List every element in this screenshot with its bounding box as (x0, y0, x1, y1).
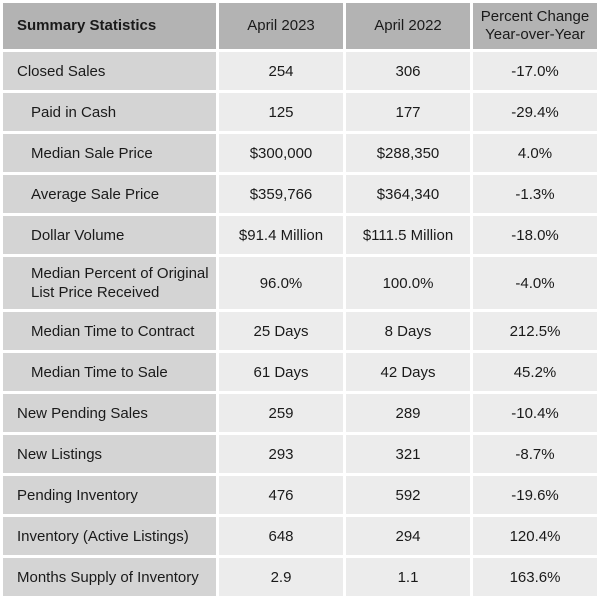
previous-value: $364,340 (346, 175, 470, 213)
row-label: Median Percent of Original List Price Re… (3, 257, 216, 309)
row-label: Average Sale Price (3, 175, 216, 213)
percent-change: -29.4% (473, 93, 597, 131)
table-row: Median Percent of Original List Price Re… (3, 257, 597, 309)
current-value: 293 (219, 435, 343, 473)
table-title: Summary Statistics (3, 3, 216, 49)
current-value: 2.9 (219, 558, 343, 596)
row-label-line1: Median Percent of Original (31, 265, 209, 282)
current-value: 476 (219, 476, 343, 514)
percent-change: 120.4% (473, 517, 597, 555)
current-value: 25 Days (219, 312, 343, 350)
previous-value: $288,350 (346, 134, 470, 172)
percent-change: -18.0% (473, 216, 597, 254)
previous-value: 100.0% (346, 257, 470, 309)
table-row: Months Supply of Inventory 2.9 1.1 163.6… (3, 558, 597, 596)
current-value: $91.4 Million (219, 216, 343, 254)
column-header-change: Percent Change Year-over-Year (473, 3, 597, 49)
current-value: 254 (219, 52, 343, 90)
previous-value: 592 (346, 476, 470, 514)
percent-change: -10.4% (473, 394, 597, 432)
table-row: Paid in Cash 125 177 -29.4% (3, 93, 597, 131)
previous-value: 8 Days (346, 312, 470, 350)
header-row: Summary Statistics April 2023 April 2022… (3, 3, 597, 49)
previous-value: 321 (346, 435, 470, 473)
row-label: Months Supply of Inventory (3, 558, 216, 596)
current-value: 125 (219, 93, 343, 131)
current-value: $300,000 (219, 134, 343, 172)
row-label: Pending Inventory (3, 476, 216, 514)
percent-change: -1.3% (473, 175, 597, 213)
percent-change: -4.0% (473, 257, 597, 309)
table-row: New Pending Sales 259 289 -10.4% (3, 394, 597, 432)
row-label: Dollar Volume (3, 216, 216, 254)
row-label: New Pending Sales (3, 394, 216, 432)
current-value: 61 Days (219, 353, 343, 391)
previous-value: 294 (346, 517, 470, 555)
previous-value: 177 (346, 93, 470, 131)
table-row: Inventory (Active Listings) 648 294 120.… (3, 517, 597, 555)
table-row: Average Sale Price $359,766 $364,340 -1.… (3, 175, 597, 213)
table-row: Median Sale Price $300,000 $288,350 4.0% (3, 134, 597, 172)
percent-change: 163.6% (473, 558, 597, 596)
table-row: Median Time to Sale 61 Days 42 Days 45.2… (3, 353, 597, 391)
row-label: Inventory (Active Listings) (3, 517, 216, 555)
row-label: New Listings (3, 435, 216, 473)
row-label: Closed Sales (3, 52, 216, 90)
column-header-change-line1: Percent Change (480, 8, 590, 25)
previous-value: $111.5 Million (346, 216, 470, 254)
previous-value: 42 Days (346, 353, 470, 391)
row-label-line2: List Price Received (31, 284, 160, 301)
percent-change: 4.0% (473, 134, 597, 172)
column-header-previous: April 2022 (346, 3, 470, 49)
table-row: New Listings 293 321 -8.7% (3, 435, 597, 473)
table-row: Dollar Volume $91.4 Million $111.5 Milli… (3, 216, 597, 254)
table-row: Pending Inventory 476 592 -19.6% (3, 476, 597, 514)
column-header-current: April 2023 (219, 3, 343, 49)
previous-value: 1.1 (346, 558, 470, 596)
percent-change: 212.5% (473, 312, 597, 350)
table-row: Median Time to Contract 25 Days 8 Days 2… (3, 312, 597, 350)
current-value: 259 (219, 394, 343, 432)
row-label: Median Time to Contract (3, 312, 216, 350)
percent-change: -17.0% (473, 52, 597, 90)
current-value: $359,766 (219, 175, 343, 213)
row-label: Median Sale Price (3, 134, 216, 172)
percent-change: -19.6% (473, 476, 597, 514)
current-value: 648 (219, 517, 343, 555)
previous-value: 289 (346, 394, 470, 432)
table-row: Closed Sales 254 306 -17.0% (3, 52, 597, 90)
current-value: 96.0% (219, 257, 343, 309)
column-header-change-line2: Year-over-Year (485, 26, 585, 43)
row-label: Median Time to Sale (3, 353, 216, 391)
percent-change: -8.7% (473, 435, 597, 473)
row-label: Paid in Cash (3, 93, 216, 131)
previous-value: 306 (346, 52, 470, 90)
percent-change: 45.2% (473, 353, 597, 391)
